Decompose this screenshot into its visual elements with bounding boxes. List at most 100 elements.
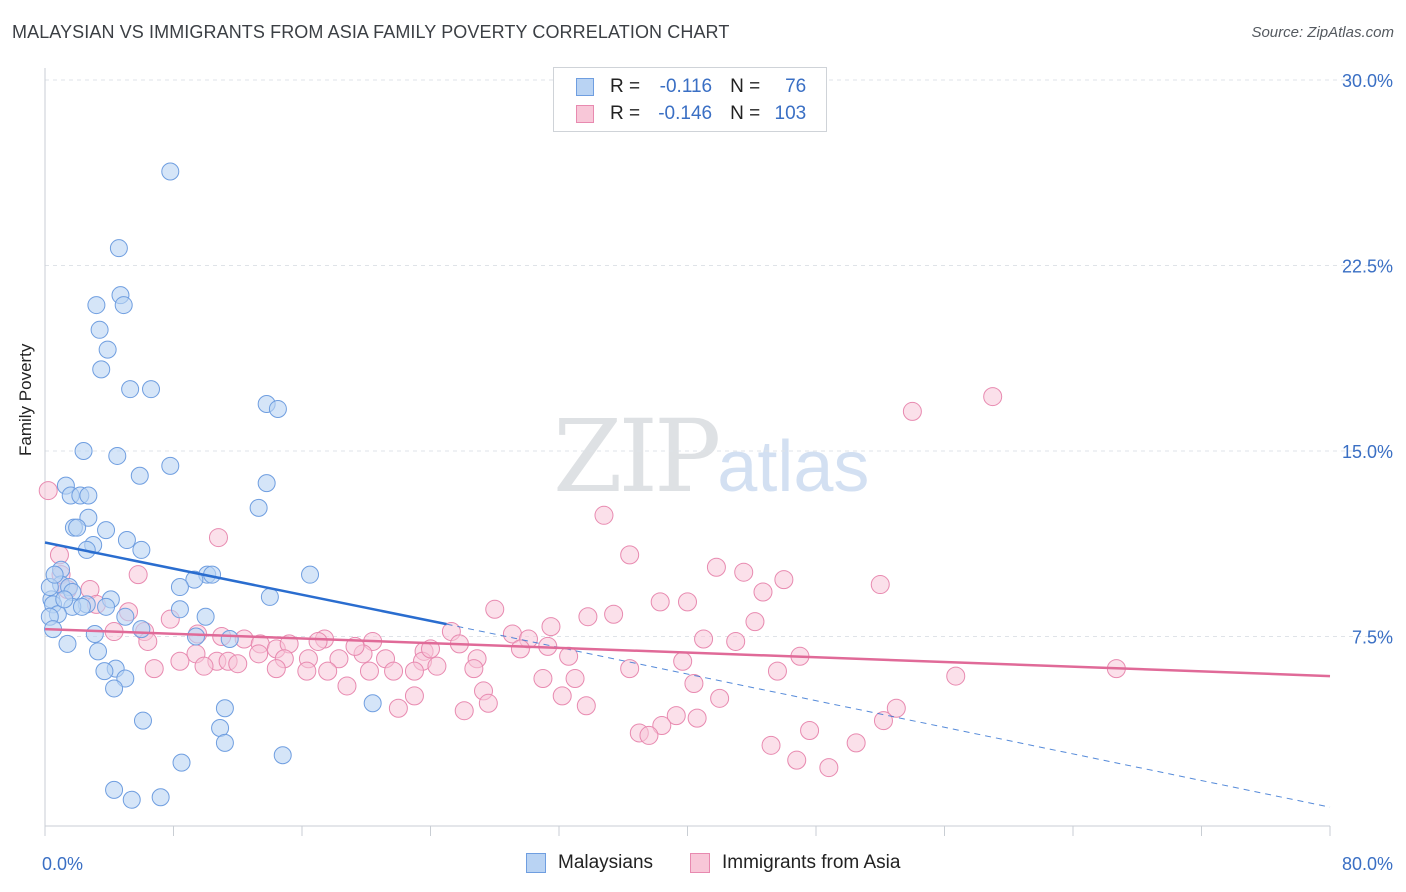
point-malaysians: [79, 486, 98, 505]
point-immigrants-from-asia: [902, 401, 922, 421]
point-malaysians: [109, 239, 128, 258]
point-immigrants-from-asia: [318, 661, 338, 681]
point-immigrants-from-asia: [684, 673, 704, 693]
point-immigrants-from-asia: [404, 686, 424, 706]
point-malaysians: [114, 296, 133, 315]
point-immigrants-from-asia: [464, 659, 484, 679]
point-malaysians: [95, 662, 114, 681]
point-immigrants-from-asia: [620, 545, 640, 565]
point-malaysians: [186, 627, 205, 646]
point-malaysians: [87, 296, 106, 315]
point-malaysians: [121, 380, 140, 399]
trend-line-malaysians-extrapolated: [446, 623, 1331, 808]
point-immigrants-from-asia: [726, 631, 746, 651]
stats-legend: R = -0.116 N = 76 R = -0.146 N = 103: [553, 67, 827, 132]
point-malaysians: [72, 597, 91, 616]
point-malaysians: [363, 694, 382, 713]
legend-r-value: -0.146: [658, 103, 713, 124]
point-malaysians: [105, 780, 124, 799]
point-immigrants-from-asia: [329, 649, 349, 669]
point-malaysians: [97, 597, 116, 616]
point-immigrants-from-asia: [194, 656, 214, 676]
point-immigrants-from-asia: [308, 631, 328, 651]
legend-swatch-asia: [576, 105, 594, 123]
legend-r-label: R =: [610, 76, 641, 97]
point-immigrants-from-asia: [673, 651, 693, 671]
point-immigrants-from-asia: [384, 661, 404, 681]
point-malaysians: [45, 565, 64, 584]
point-immigrants-from-asia: [734, 562, 754, 582]
chart-title: MALAYSIAN VS IMMIGRANTS FROM ASIA FAMILY…: [12, 22, 730, 42]
point-immigrants-from-asia: [559, 646, 579, 666]
legend-r-value: -0.116: [659, 76, 713, 97]
y-tick-label: 22.5%: [1342, 257, 1393, 277]
point-immigrants-from-asia: [552, 686, 572, 706]
watermark-atlas: atlas: [717, 427, 870, 507]
point-malaysians: [68, 518, 87, 537]
point-immigrants-from-asia: [427, 656, 447, 676]
point-malaysians: [172, 753, 191, 772]
bottom-legend-label-asia: Immigrants from Asia: [722, 852, 901, 873]
point-malaysians: [220, 629, 239, 648]
point-malaysians: [132, 620, 151, 639]
legend-r-label: R =: [610, 103, 641, 124]
y-tick-label: 7.5%: [1352, 628, 1393, 648]
point-malaysians: [116, 607, 135, 626]
bottom-legend-swatch-malaysians: [526, 853, 546, 873]
point-malaysians: [260, 587, 279, 606]
bottom-legend-malaysians[interactable]: Malaysians: [526, 852, 653, 874]
point-malaysians: [58, 634, 77, 653]
point-immigrants-from-asia: [745, 612, 765, 632]
point-immigrants-from-asia: [604, 604, 624, 624]
point-immigrants-from-asia: [541, 617, 561, 637]
point-malaysians: [117, 531, 136, 550]
point-malaysians: [185, 570, 204, 589]
point-immigrants-from-asia: [388, 698, 408, 718]
point-immigrants-from-asia: [946, 666, 966, 686]
point-malaysians: [268, 399, 287, 418]
point-malaysians: [215, 733, 234, 752]
trend-line-immigrants-from-asia: [44, 627, 1331, 678]
point-immigrants-from-asia: [694, 629, 714, 649]
point-immigrants-from-asia: [576, 696, 596, 716]
point-immigrants-from-asia: [478, 693, 498, 713]
legend-row-asia: R = -0.146 N = 103: [576, 101, 806, 127]
point-malaysians: [301, 565, 320, 584]
point-immigrants-from-asia: [337, 676, 357, 696]
y-tick-label: 30.0%: [1342, 71, 1393, 91]
legend-swatch-malaysians: [576, 78, 594, 96]
point-immigrants-from-asia: [485, 599, 505, 619]
bottom-legend-asia[interactable]: Immigrants from Asia: [690, 852, 900, 874]
point-malaysians: [273, 746, 292, 765]
point-malaysians: [133, 711, 152, 730]
legend-row-malaysians: R = -0.116 N = 76: [576, 74, 806, 100]
point-immigrants-from-asia: [345, 636, 365, 656]
point-immigrants-from-asia: [38, 481, 58, 501]
point-immigrants-from-asia: [170, 651, 190, 671]
point-immigrants-from-asia: [650, 592, 670, 612]
point-malaysians: [89, 642, 108, 661]
point-immigrants-from-asia: [767, 661, 787, 681]
point-malaysians: [90, 320, 109, 339]
point-malaysians: [85, 625, 104, 644]
point-immigrants-from-asia: [266, 659, 286, 679]
point-immigrants-from-asia: [652, 716, 672, 736]
point-malaysians: [122, 790, 141, 809]
watermark-zip: ZIP: [553, 398, 721, 515]
point-malaysians: [161, 456, 180, 475]
point-malaysians: [215, 699, 234, 718]
point-immigrants-from-asia: [983, 387, 1003, 407]
point-malaysians: [142, 380, 161, 399]
point-immigrants-from-asia: [454, 701, 474, 721]
bottom-legend-swatch-asia: [690, 853, 710, 873]
point-immigrants-from-asia: [800, 720, 820, 740]
trend-line-malaysians: [44, 541, 447, 626]
point-malaysians: [196, 607, 215, 626]
legend-n-value: 103: [774, 103, 807, 124]
point-immigrants-from-asia: [639, 725, 659, 745]
point-immigrants-from-asia: [678, 592, 697, 612]
point-malaysians: [105, 679, 124, 698]
point-immigrants-from-asia: [533, 669, 553, 689]
point-malaysians: [170, 600, 189, 619]
